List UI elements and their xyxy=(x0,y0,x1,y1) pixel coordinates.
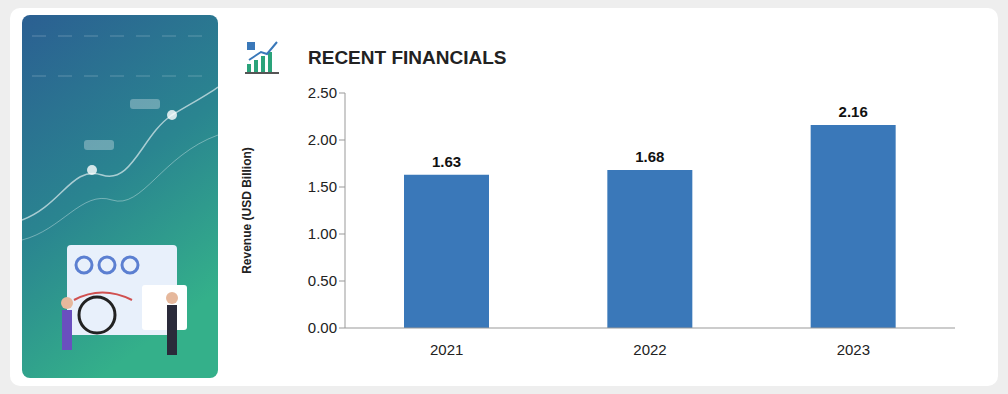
svg-text:2.00: 2.00 xyxy=(308,131,337,148)
svg-text:2.50: 2.50 xyxy=(308,84,337,101)
svg-text:2022: 2022 xyxy=(633,341,666,358)
svg-text:0.50: 0.50 xyxy=(308,272,337,289)
svg-text:1.00: 1.00 xyxy=(308,225,337,242)
svg-text:2023: 2023 xyxy=(837,341,870,358)
svg-text:1.63: 1.63 xyxy=(432,153,461,170)
svg-text:1.50: 1.50 xyxy=(308,178,337,195)
svg-text:0.00: 0.00 xyxy=(308,319,337,336)
svg-text:Revenue (USD Billion): Revenue (USD Billion) xyxy=(240,147,254,274)
svg-text:2.16: 2.16 xyxy=(839,103,868,120)
svg-text:2021: 2021 xyxy=(430,341,463,358)
svg-text:1.68: 1.68 xyxy=(635,148,664,165)
html-text:RECENT FINANCIALS: RECENT FINANCIALS xyxy=(308,47,507,68)
